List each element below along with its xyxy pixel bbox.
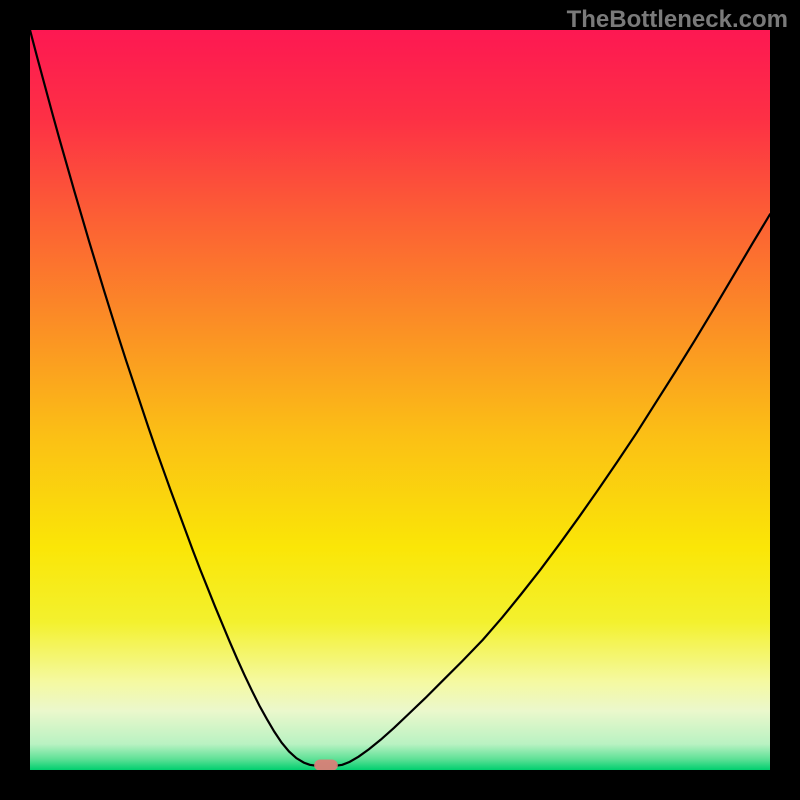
gradient-background bbox=[30, 30, 770, 770]
optimum-marker bbox=[314, 759, 338, 770]
plot-svg bbox=[30, 30, 770, 770]
watermark-text: TheBottleneck.com bbox=[567, 6, 788, 34]
plot-area bbox=[30, 30, 770, 770]
